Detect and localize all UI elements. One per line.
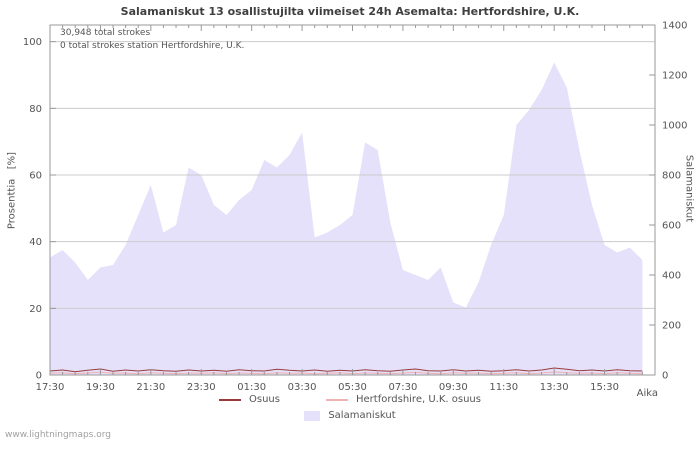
legend: Osuus Hertfordshire, U.K. osuus Salamani…	[0, 394, 700, 421]
x-tick-label: 19:30	[86, 382, 115, 393]
right-tick-label: 1400	[662, 21, 687, 32]
left-tick-label: 80	[29, 104, 42, 115]
legend-label-osuus: Osuus	[249, 394, 280, 405]
x-tick-label: 03:30	[288, 382, 317, 393]
x-tick-label: 09:30	[439, 382, 468, 393]
left-axis-title: Prosenttia [%]	[6, 151, 18, 230]
legend-item-station-osuus: Hertfordshire, U.K. osuus	[325, 394, 481, 405]
left-tick-label: 40	[29, 237, 42, 248]
right-tick-label: 400	[662, 271, 681, 282]
x-tick-label: 07:30	[389, 382, 418, 393]
x-axis-title: Aika	[636, 388, 658, 399]
right-tick-label: 1200	[662, 71, 687, 82]
x-tick-label: 17:30	[36, 382, 65, 393]
left-tick-label: 60	[29, 171, 42, 182]
x-tick-label: 23:30	[187, 382, 216, 393]
left-tick-label: 100	[23, 37, 42, 48]
area-series-salamaniskut	[50, 62, 643, 375]
x-tick-label: 15:30	[590, 382, 619, 393]
osuus-line-swatch	[219, 398, 242, 401]
left-tick-label: 20	[29, 304, 42, 315]
station-osuus-line	[49, 371, 643, 375]
total-strokes-annotation: 30,948 total strokes	[60, 28, 151, 38]
salamaniskut-area-swatch	[304, 410, 321, 421]
right-tick-label: 800	[662, 171, 681, 182]
osuus-line	[49, 367, 643, 373]
x-tick-label: 13:30	[540, 382, 569, 393]
right-tick-label: 200	[662, 321, 681, 332]
station-strokes-annotation: 0 total strokes station Hertfordshire, U…	[60, 41, 245, 51]
legend-item-salamaniskut: Salamaniskut	[304, 410, 396, 421]
x-tick-label: 21:30	[136, 382, 165, 393]
x-tick-label: 05:30	[338, 382, 367, 393]
legend-row-lines: Osuus Hertfordshire, U.K. osuus	[219, 394, 481, 405]
station-line-swatch	[325, 398, 348, 401]
right-tick-label: 1000	[662, 121, 687, 132]
x-tick-label: 01:30	[237, 382, 266, 393]
left-tick-label: 0	[36, 371, 42, 382]
right-tick-label: 0	[662, 371, 668, 382]
legend-item-osuus: Osuus	[219, 394, 280, 405]
x-tick-label: 11:30	[489, 382, 518, 393]
right-tick-label: 600	[662, 221, 681, 232]
legend-label-salamaniskut: Salamaniskut	[328, 410, 396, 421]
right-axis-title: Salamaniskut	[683, 154, 695, 223]
legend-row-area: Salamaniskut	[304, 410, 396, 421]
watermark: www.lightningmaps.org	[5, 430, 111, 440]
chart-title: Salamaniskut 13 osallistujilta viimeiset…	[120, 5, 580, 18]
legend-label-station-osuus: Hertfordshire, U.K. osuus	[355, 394, 481, 405]
